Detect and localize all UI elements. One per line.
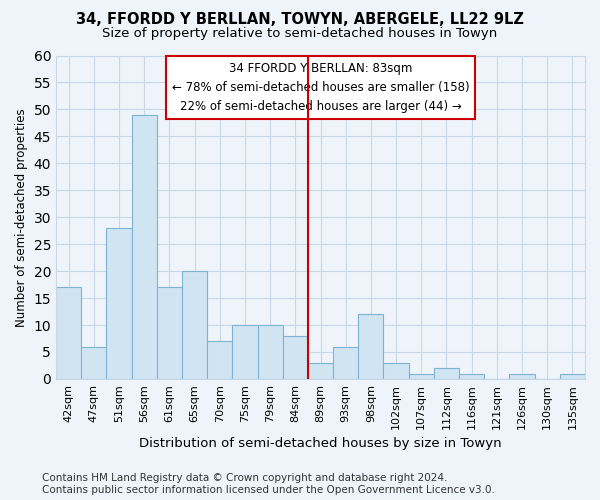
Bar bbox=[358, 314, 383, 379]
Bar bbox=[232, 325, 257, 379]
Bar bbox=[560, 374, 585, 379]
Bar bbox=[131, 115, 157, 379]
Y-axis label: Number of semi-detached properties: Number of semi-detached properties bbox=[15, 108, 28, 326]
Bar bbox=[409, 374, 434, 379]
X-axis label: Distribution of semi-detached houses by size in Towyn: Distribution of semi-detached houses by … bbox=[139, 437, 502, 450]
Bar bbox=[207, 341, 232, 379]
Bar bbox=[383, 363, 409, 379]
Bar bbox=[459, 374, 484, 379]
Text: 34 FFORDD Y BERLLAN: 83sqm
← 78% of semi-detached houses are smaller (158)
22% o: 34 FFORDD Y BERLLAN: 83sqm ← 78% of semi… bbox=[172, 62, 469, 113]
Bar bbox=[308, 363, 333, 379]
Bar bbox=[509, 374, 535, 379]
Bar bbox=[257, 325, 283, 379]
Bar bbox=[182, 271, 207, 379]
Text: Contains HM Land Registry data © Crown copyright and database right 2024.
Contai: Contains HM Land Registry data © Crown c… bbox=[42, 474, 495, 495]
Text: 34, FFORDD Y BERLLAN, TOWYN, ABERGELE, LL22 9LZ: 34, FFORDD Y BERLLAN, TOWYN, ABERGELE, L… bbox=[76, 12, 524, 28]
Bar bbox=[283, 336, 308, 379]
Bar bbox=[106, 228, 131, 379]
Bar bbox=[157, 288, 182, 379]
Bar bbox=[434, 368, 459, 379]
Bar bbox=[333, 346, 358, 379]
Bar bbox=[56, 288, 81, 379]
Text: Size of property relative to semi-detached houses in Towyn: Size of property relative to semi-detach… bbox=[103, 28, 497, 40]
Bar bbox=[81, 346, 106, 379]
